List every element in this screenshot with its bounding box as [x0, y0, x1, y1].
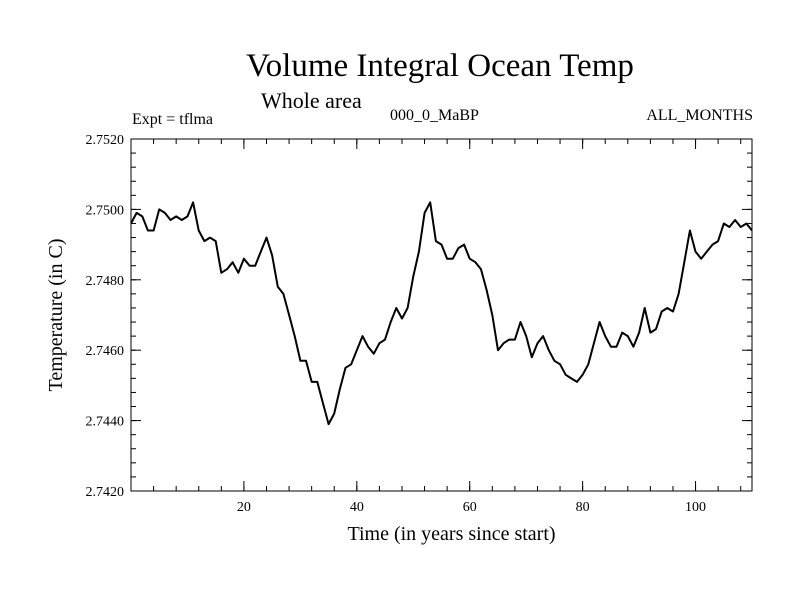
tick-marks	[131, 138, 752, 492]
tick-labels: 20 40 60 80 100 2.7420 2.7440 2.7460 2.7480 2.750…	[86, 133, 707, 515]
x-tick-label: 80	[576, 500, 590, 515]
season-label: ALL_MONTHS	[646, 107, 753, 124]
case-label: 000_0_MaBP	[390, 107, 479, 124]
x-tick-label: 20	[237, 500, 251, 515]
y-tick-label: 2.7460	[86, 344, 125, 359]
y-tick-label: 2.7480	[86, 274, 125, 289]
x-tick-label: 60	[463, 500, 477, 515]
y-tick-label: 2.7500	[86, 203, 125, 218]
series-layer	[130, 201, 753, 426]
y-tick-label: 2.7420	[86, 485, 125, 500]
x-tick-label: 40	[350, 500, 364, 515]
y-axis-label: Temperature (in C)	[45, 239, 67, 392]
plot-frame	[130, 138, 753, 492]
x-tick-label: 100	[685, 500, 706, 515]
series-line	[130, 201, 753, 426]
chart-subtitle: Whole area	[261, 88, 362, 113]
x-axis-label: Time (in years since start)	[347, 523, 555, 545]
chart-title: Volume Integral Ocean Temp	[246, 48, 634, 84]
y-tick-label: 2.7440	[86, 415, 125, 430]
experiment-label: Expt = tflma	[132, 111, 214, 128]
y-tick-label: 2.7520	[86, 133, 125, 148]
